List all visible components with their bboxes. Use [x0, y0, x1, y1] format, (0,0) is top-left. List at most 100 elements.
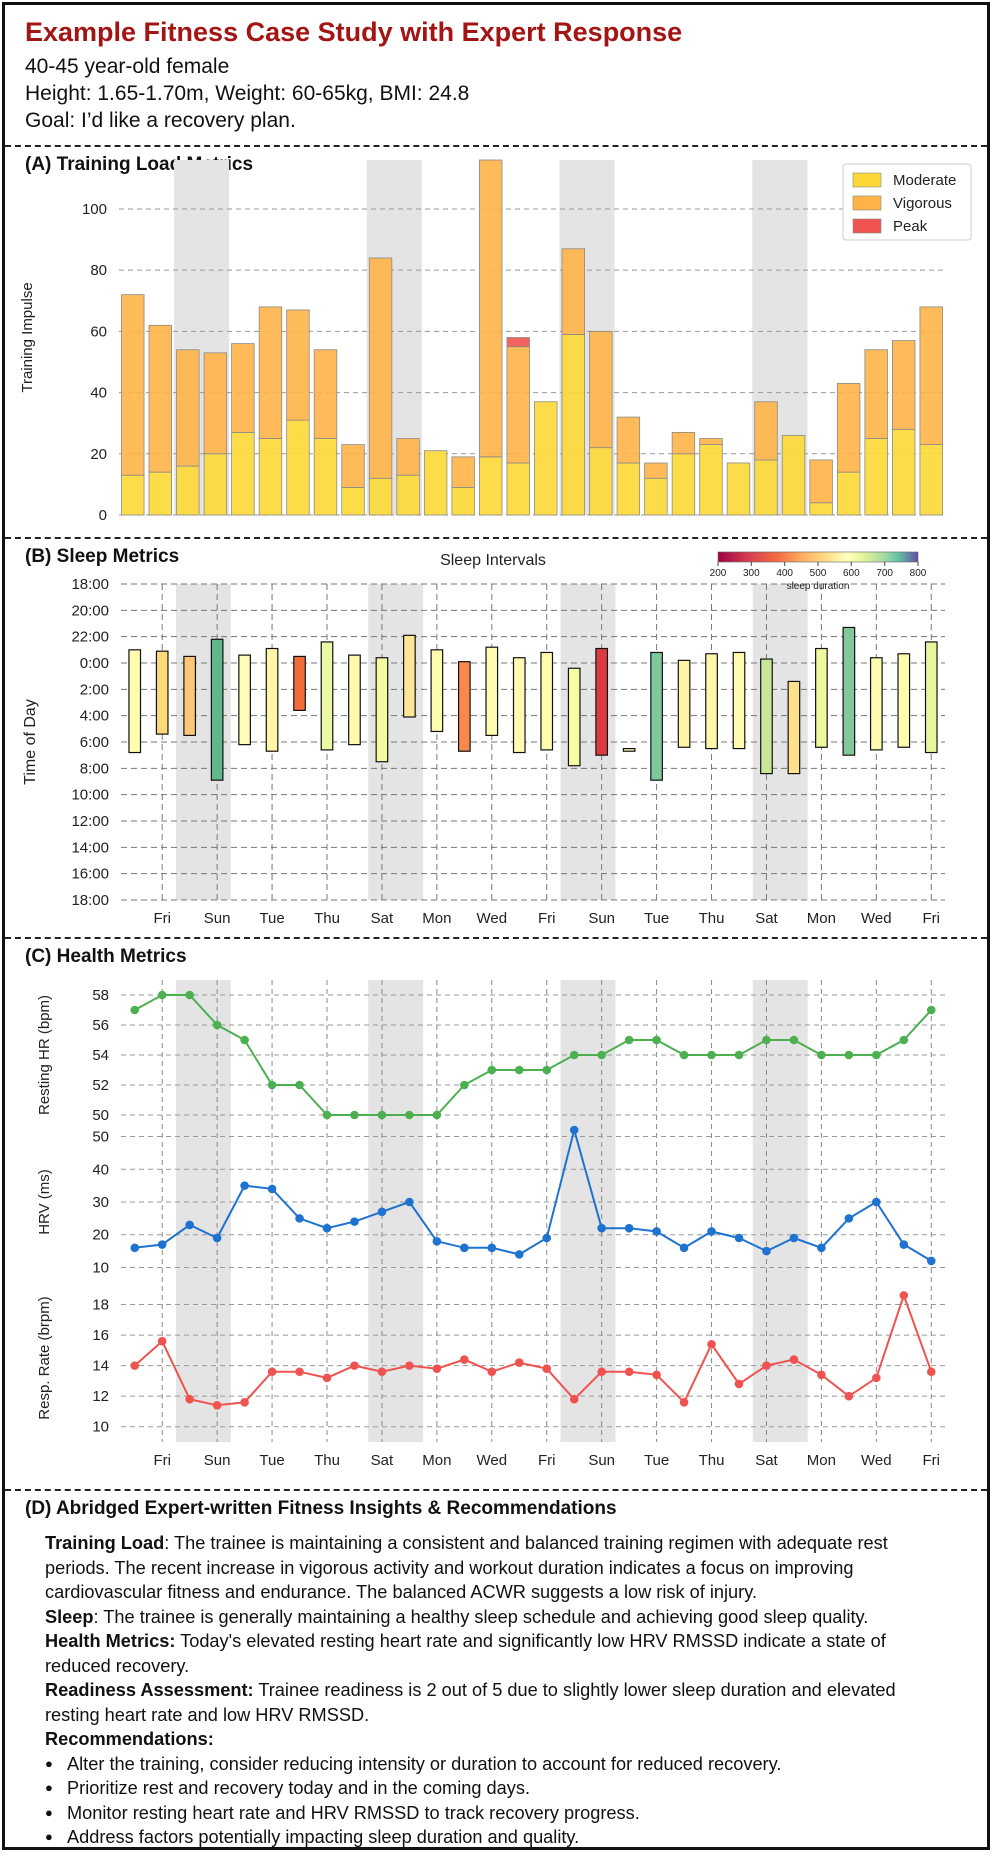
- colorbar-tick-label: 300: [743, 568, 760, 579]
- sleep-interval-bar: [733, 652, 745, 748]
- y-tick-label: 40: [90, 385, 107, 402]
- bar-moderate: [232, 432, 255, 515]
- y-tick-label: 40: [92, 1161, 109, 1178]
- x-tick-label: Mon: [807, 910, 836, 927]
- series-line: [135, 1295, 932, 1405]
- sleep-interval-bar: [294, 656, 306, 710]
- y-tick-label: 20: [92, 1227, 109, 1244]
- x-tick-label: Wed: [477, 1452, 508, 1469]
- data-point: [817, 1051, 826, 1060]
- y-tick-label: 60: [90, 323, 107, 340]
- bar-moderate: [149, 472, 172, 515]
- bar-vigorous: [369, 258, 392, 478]
- data-point: [542, 1364, 551, 1373]
- data-point: [433, 1111, 442, 1120]
- case-measurements: Height: 1.65-1.70m, Weight: 60-65kg, BMI…: [25, 80, 965, 107]
- bar-vigorous: [149, 325, 172, 472]
- bar-vigorous: [920, 307, 943, 445]
- sleep-interval-bar: [596, 649, 608, 756]
- y-tick-label: 4:00: [80, 708, 109, 725]
- y-tick-label: 58: [92, 987, 109, 1004]
- separator: [5, 1489, 987, 1491]
- bar-vigorous: [259, 307, 282, 439]
- bar-vigorous: [590, 331, 613, 447]
- colorbar-tick-label: 200: [710, 568, 727, 579]
- x-tick-label: Sun: [204, 910, 231, 927]
- bar-moderate: [727, 463, 750, 515]
- data-point: [350, 1361, 359, 1370]
- data-point: [515, 1358, 524, 1367]
- data-point: [158, 1240, 167, 1249]
- bar-vigorous: [232, 344, 255, 433]
- data-point: [872, 1051, 881, 1060]
- data-point: [295, 1367, 304, 1376]
- data-point: [542, 1066, 551, 1075]
- bar-vigorous: [177, 350, 200, 466]
- y-tick-label: 10:00: [71, 787, 109, 804]
- data-point: [378, 1367, 387, 1376]
- bar-moderate: [507, 463, 530, 515]
- y-tick-label: 20: [90, 446, 107, 463]
- colorbar-tick-label: 800: [910, 568, 927, 579]
- bar-moderate: [562, 334, 585, 515]
- bar-moderate: [700, 445, 723, 515]
- y-tick-label: 12: [92, 1388, 109, 1405]
- data-point: [515, 1250, 524, 1259]
- data-point: [240, 1181, 249, 1190]
- data-point: [652, 1227, 661, 1236]
- y-tick-label: 14: [92, 1358, 109, 1375]
- x-tick-label: Fri: [538, 910, 556, 927]
- bar-vigorous: [892, 341, 915, 430]
- data-point: [295, 1214, 304, 1223]
- legend-swatch: [853, 173, 881, 187]
- y-tick-label: 6:00: [80, 734, 109, 751]
- x-tick-label: Fri: [538, 1452, 556, 1469]
- x-tick-label: Wed: [861, 910, 892, 927]
- data-point: [817, 1244, 826, 1253]
- recommendation-item: Address factors potentially impacting sl…: [65, 1825, 955, 1850]
- bar-moderate: [920, 445, 943, 515]
- case-goal: Goal: I’d like a recovery plan.: [25, 107, 965, 134]
- sleep-insight: Sleep: The trainee is generally maintain…: [45, 1605, 955, 1630]
- data-point: [405, 1198, 414, 1207]
- recommendation-item: Monitor resting heart rate and HRV RMSSD…: [65, 1801, 955, 1826]
- data-point: [130, 1244, 139, 1253]
- data-point: [130, 1361, 139, 1370]
- bar-vigorous: [672, 432, 695, 453]
- data-point: [597, 1367, 606, 1376]
- bar-vigorous: [865, 350, 888, 439]
- y-tick-label: 56: [92, 1017, 109, 1034]
- data-point: [845, 1214, 854, 1223]
- data-point: [185, 1221, 194, 1230]
- y-axis-label: HRV (ms): [36, 1169, 53, 1235]
- sleep-interval-bar: [321, 642, 333, 750]
- x-tick-label: Thu: [314, 1452, 340, 1469]
- data-point: [570, 1051, 579, 1060]
- bar-moderate: [837, 472, 860, 515]
- data-point: [927, 1257, 936, 1266]
- bar-vigorous: [121, 295, 144, 476]
- y-tick-label: 30: [92, 1194, 109, 1211]
- x-tick-label: Sun: [588, 1452, 615, 1469]
- x-tick-label: Tue: [259, 1452, 284, 1469]
- data-point: [460, 1355, 469, 1364]
- bar-moderate: [645, 478, 668, 515]
- bar-vigorous: [562, 249, 585, 335]
- separator: [5, 537, 987, 539]
- data-point: [268, 1081, 277, 1090]
- bar-moderate: [617, 463, 640, 515]
- bar-vigorous: [479, 160, 502, 457]
- colorbar-tick-label: 700: [876, 568, 893, 579]
- bar-moderate: [259, 438, 282, 515]
- data-point: [405, 1361, 414, 1370]
- data-point: [597, 1224, 606, 1233]
- sleep-interval-bar: [459, 662, 471, 752]
- data-point: [762, 1361, 771, 1370]
- data-point: [240, 1036, 249, 1045]
- sleep-interval-bar: [871, 658, 883, 750]
- data-point: [680, 1244, 689, 1253]
- x-tick-label: Sat: [371, 1452, 394, 1469]
- y-axis-label: Time of Day: [22, 699, 39, 785]
- data-point: [323, 1224, 332, 1233]
- bar-moderate: [369, 478, 392, 515]
